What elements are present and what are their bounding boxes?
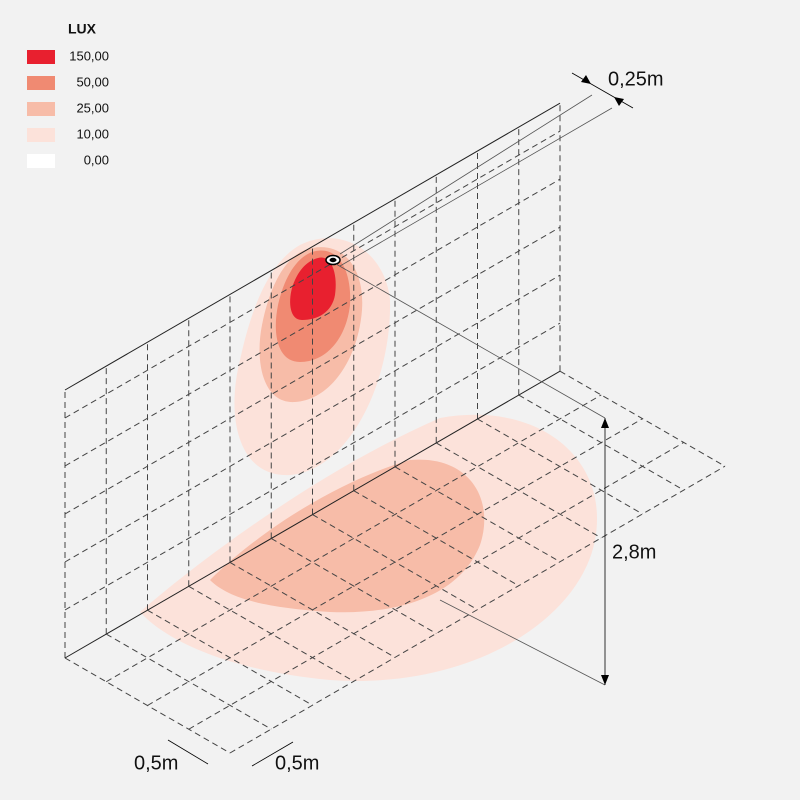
legend-swatch — [27, 102, 55, 116]
arrowhead — [601, 418, 609, 428]
legend-label: 150,00 — [69, 48, 109, 63]
grid-line — [559, 370, 726, 467]
grid-line — [477, 418, 643, 515]
arrowhead — [614, 97, 624, 106]
grid-line — [64, 657, 231, 754]
grid-line — [188, 585, 354, 682]
arrowhead — [601, 675, 609, 685]
legend-swatch — [27, 154, 55, 168]
legend-swatch — [27, 50, 55, 64]
grid-line — [64, 102, 561, 391]
legend-label: 25,00 — [76, 100, 109, 115]
height-label: 2,8m — [612, 541, 656, 563]
grid-line — [64, 226, 561, 515]
legend: LUX 150,00 50,00 25,00 10,00 0,00 — [27, 21, 109, 168]
offset-dimension — [571, 72, 634, 109]
offset-extension — [339, 94, 593, 255]
luminaire-lens — [329, 257, 337, 263]
height-extension — [335, 263, 606, 419]
legend-title: LUX — [68, 21, 97, 37]
grid-x-label: 0,5m — [134, 752, 178, 774]
grid-line — [64, 130, 561, 419]
legend-swatch — [27, 128, 55, 142]
height-extension — [439, 599, 606, 686]
grid-line — [394, 466, 561, 563]
grid-y-dimension — [251, 741, 294, 767]
grid-y-label: 0,5m — [275, 752, 319, 774]
offset-label: 0,25m — [608, 68, 664, 90]
grid-line — [271, 538, 437, 634]
legend-label: 10,00 — [76, 126, 109, 141]
dimension-lines — [167, 72, 634, 767]
legend-label: 50,00 — [76, 74, 109, 89]
arrowheads — [581, 75, 624, 685]
arrowhead — [581, 75, 591, 84]
legend-swatch — [27, 76, 55, 90]
grid-x-dimension — [167, 739, 209, 765]
grid-line — [64, 178, 561, 467]
grid-line — [64, 274, 561, 563]
floor-isolux — [140, 414, 598, 681]
legend-label: 0,00 — [84, 152, 109, 167]
grid-line — [229, 561, 396, 658]
offset-extension — [339, 107, 613, 267]
grid-line — [105, 394, 602, 683]
grid-line — [353, 490, 519, 587]
grid-line — [64, 322, 561, 611]
grid-line — [106, 633, 272, 730]
grid-line — [436, 442, 602, 539]
grid-line — [147, 609, 313, 706]
grid-line — [312, 514, 478, 611]
grid — [64, 102, 726, 754]
grid-line — [518, 394, 684, 491]
floor-zone-25 — [210, 459, 485, 613]
